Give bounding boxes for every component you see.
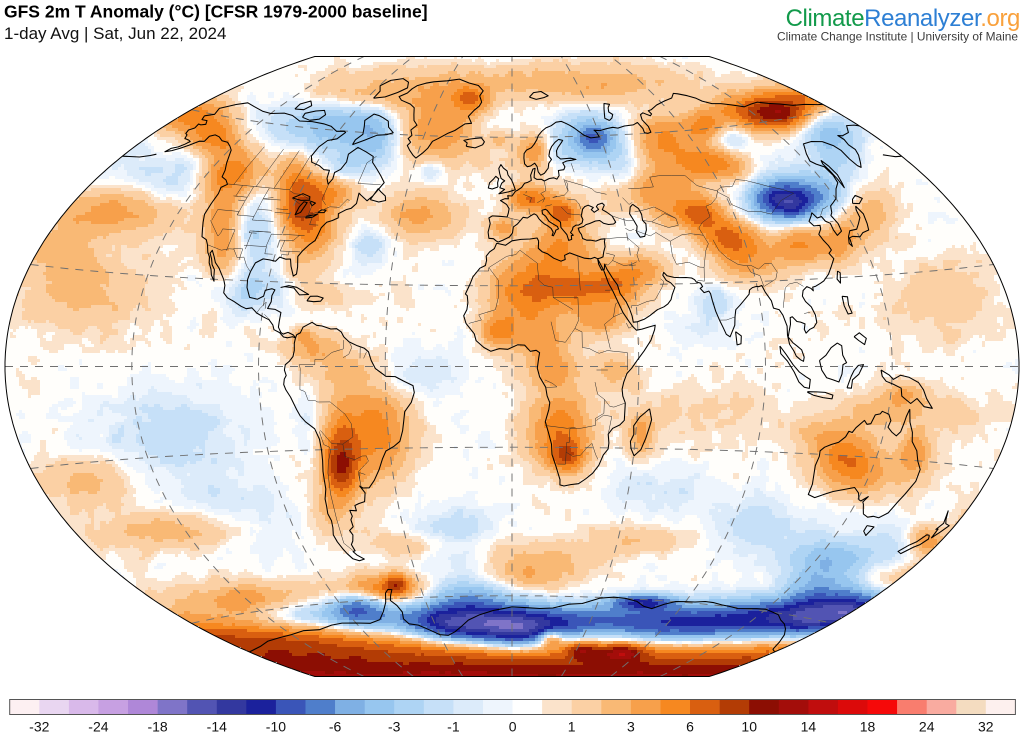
svg-text:-6: -6 <box>329 719 342 735</box>
svg-text:1: 1 <box>568 719 576 735</box>
svg-text:-18: -18 <box>147 719 167 735</box>
svg-text:-1: -1 <box>447 719 460 735</box>
svg-text:-24: -24 <box>88 719 108 735</box>
svg-text:24: 24 <box>919 719 935 735</box>
svg-text:32: 32 <box>978 719 994 735</box>
svg-text:GFS 2m T Anomaly (°C) [CFSR 19: GFS 2m T Anomaly (°C) [CFSR 1979-2000 ba… <box>4 2 428 22</box>
svg-text:-14: -14 <box>207 719 227 735</box>
svg-text:10: 10 <box>741 719 757 735</box>
svg-text:1-day Avg | Sat, Jun 22, 2024: 1-day Avg | Sat, Jun 22, 2024 <box>4 24 226 43</box>
svg-text:-3: -3 <box>388 719 401 735</box>
svg-text:3: 3 <box>627 719 635 735</box>
svg-text:Climate Change Institute | Uni: Climate Change Institute | University of… <box>777 30 1018 44</box>
svg-text:14: 14 <box>801 719 817 735</box>
svg-text:ClimateReanalyzer.org: ClimateReanalyzer.org <box>786 5 1020 32</box>
svg-text:18: 18 <box>860 719 876 735</box>
svg-text:-32: -32 <box>29 719 49 735</box>
svg-text:-10: -10 <box>266 719 286 735</box>
svg-text:6: 6 <box>686 719 694 735</box>
svg-text:0: 0 <box>509 719 517 735</box>
